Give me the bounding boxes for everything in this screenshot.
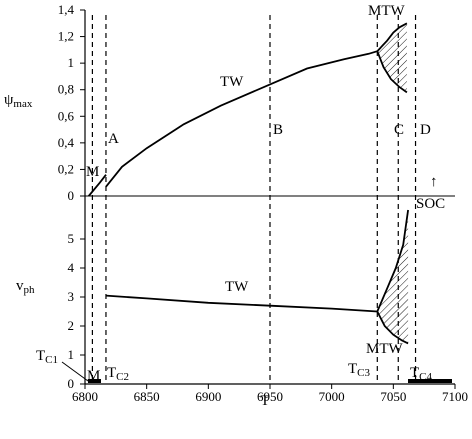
lower-y-tick-label: 0 — [68, 376, 75, 391]
x-label: T — [260, 393, 269, 409]
mtw-upper-label: MTW — [368, 3, 406, 19]
soc-label: SOC — [416, 196, 445, 212]
lower-y-label: vph — [16, 278, 35, 296]
upper-y-tick-label: 0,6 — [58, 108, 75, 123]
upper-y-tick-label: 1,4 — [58, 2, 75, 17]
upper-y-tick-label: 1 — [68, 55, 75, 70]
tc3-label: TC3 — [348, 361, 371, 379]
x-tick-label: 6800 — [72, 389, 98, 404]
lower-mtw-lower-curve — [376, 311, 409, 345]
lower-y-tick-label: 4 — [68, 260, 75, 275]
tw-upper-label: TW — [220, 74, 244, 90]
tc1-pointer — [61, 361, 89, 382]
x-tick-label: 7050 — [380, 389, 406, 404]
upper-y-label: ψmax — [4, 92, 33, 110]
upper-mtw-lower-curve — [376, 50, 408, 94]
x-tick-label: 7000 — [319, 389, 345, 404]
tc2-label: TC2 — [107, 365, 129, 383]
lower-y-tick-label: 5 — [68, 231, 75, 246]
tw-lower-label: TW — [225, 279, 249, 295]
x-tick-label: 7100 — [442, 389, 468, 404]
m-upper-label: M — [86, 164, 99, 180]
x-tick-label: 6900 — [195, 389, 221, 404]
lower-y-tick-label: 1 — [68, 347, 75, 362]
upper-m-curve — [88, 174, 107, 197]
region-a-label: A — [108, 131, 119, 147]
soc-arrow: ↑ — [430, 174, 438, 190]
upper-tw-curve — [105, 50, 378, 188]
x-tick-label: 6950 — [257, 389, 283, 404]
lower-y-tick-label: 2 — [68, 318, 75, 333]
upper-mtw-upper-curve — [376, 22, 408, 52]
lower-tw-curve — [105, 294, 378, 313]
tc1-label: TC1 — [36, 348, 58, 366]
region-c-label: C — [394, 122, 404, 138]
upper-y-tick-label: 1,2 — [58, 29, 74, 44]
mtw-lower-label: MTW — [366, 341, 404, 357]
lower-mtw-upper-curve — [376, 209, 409, 312]
region-d-label: D — [420, 122, 431, 138]
region-b-label: B — [273, 122, 283, 138]
upper-y-tick-label: 0,8 — [58, 82, 74, 97]
x-tick-label: 6850 — [134, 389, 160, 404]
upper-y-tick-label: 0,4 — [58, 135, 75, 150]
mtw-upper-region — [377, 23, 407, 93]
upper-y-tick-label: 0 — [68, 188, 75, 203]
lower-y-tick-label: 3 — [68, 289, 75, 304]
upper-y-tick-label: 0,2 — [58, 161, 74, 176]
